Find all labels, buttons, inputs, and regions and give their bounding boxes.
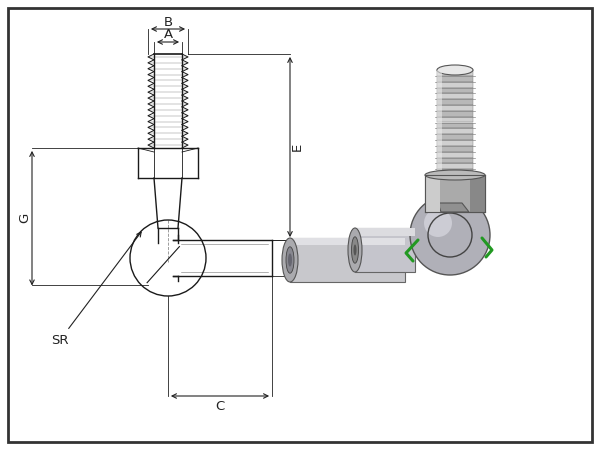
Polygon shape	[438, 203, 469, 212]
Bar	[437, 105, 473, 111]
Text: C: C	[215, 400, 224, 413]
Bar	[290, 238, 405, 245]
Bar	[425, 175, 485, 212]
Polygon shape	[470, 175, 485, 212]
Bar	[437, 152, 473, 158]
Bar	[437, 117, 473, 122]
Ellipse shape	[288, 253, 292, 266]
Bar	[290, 238, 405, 282]
Bar	[437, 99, 473, 105]
Ellipse shape	[437, 65, 473, 75]
Text: E: E	[290, 143, 304, 151]
Ellipse shape	[425, 170, 485, 180]
Ellipse shape	[286, 247, 294, 273]
Bar	[355, 228, 415, 236]
Bar	[437, 128, 473, 134]
Bar	[437, 169, 473, 175]
Bar	[437, 81, 473, 87]
Bar	[437, 93, 473, 99]
Ellipse shape	[282, 238, 298, 282]
Circle shape	[424, 209, 452, 237]
Bar	[437, 70, 442, 175]
Bar	[437, 146, 473, 152]
Polygon shape	[425, 175, 440, 212]
Bar	[437, 111, 473, 117]
Bar	[437, 76, 473, 81]
Bar	[437, 163, 473, 169]
Text: A: A	[163, 28, 173, 41]
Bar	[437, 70, 473, 76]
Ellipse shape	[352, 237, 359, 263]
Circle shape	[410, 195, 490, 275]
Bar	[437, 122, 473, 128]
Bar	[437, 140, 473, 146]
Bar	[355, 228, 415, 272]
Ellipse shape	[353, 244, 356, 256]
Bar	[437, 87, 473, 93]
Text: B: B	[163, 15, 173, 28]
Bar	[437, 134, 473, 140]
Text: ØD: ØD	[296, 248, 308, 268]
Bar	[437, 158, 473, 163]
Text: SR: SR	[51, 232, 141, 346]
Ellipse shape	[348, 228, 362, 272]
Text: G: G	[19, 213, 32, 223]
